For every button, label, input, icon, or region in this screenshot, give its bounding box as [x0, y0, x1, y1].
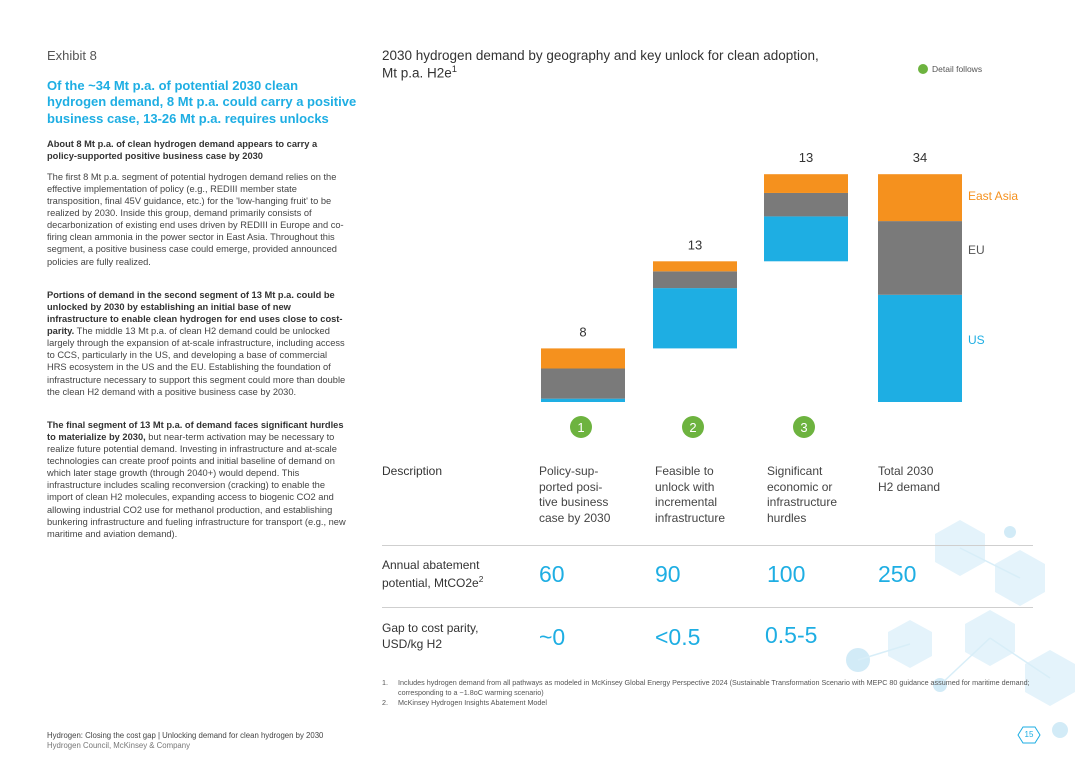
legend-detail-follows: Detail follows [918, 64, 982, 74]
headline: Of the ~34 Mt p.a. of potential 2030 cle… [47, 78, 357, 126]
description-line: incremental [655, 495, 718, 510]
abatement-footnote-ref: 2 [478, 573, 484, 584]
bar-us-2 [653, 288, 737, 349]
chart-title-line-1: 2030 hydrogen demand by geography and ke… [382, 48, 819, 63]
bar-eu-3 [764, 192, 848, 217]
body-paragraph-1: The first 8 Mt p.a. segment of potential… [47, 172, 344, 267]
body-paragraph-2-rest: The middle 13 Mt p.a. of clean H2 demand… [47, 326, 346, 397]
divider [382, 607, 1033, 608]
gap-value: 0.5-5 [765, 622, 818, 648]
badge-circle-icon [682, 416, 704, 438]
waterfall-chart: 8 13 13 34 1 2 3 East Asia EU US [541, 150, 1018, 438]
bar-total-label: 8 [579, 324, 586, 339]
chart-title: 2030 hydrogen demand by geography and ke… [382, 48, 819, 81]
bar-east-asia-2 [653, 261, 737, 272]
bar-total-label: 13 [799, 150, 813, 165]
footnote-number: 1. [382, 678, 388, 687]
chart-title-line-2: Mt p.a. H2e [382, 65, 452, 81]
badge-circle-icon [793, 416, 815, 438]
description-2: Feasible to unlock with incremental infr… [655, 464, 755, 526]
body-paragraph-3-bold: The final segment of 13 Mt p.a. of deman… [47, 420, 344, 443]
description-line: tive business [539, 495, 609, 510]
abatement-value: 90 [655, 561, 681, 587]
legend-eu: EU [968, 243, 985, 257]
page-hexagon-icon [1017, 726, 1041, 744]
description-line: unlock with [655, 479, 715, 494]
footer-source: Hydrogen Council, McKinsey & Company [47, 741, 191, 751]
description-line: ported posi- [539, 479, 603, 494]
badge-circle-icon [570, 416, 592, 438]
body-paragraph-2-bold: Portions of demand in the second segment… [47, 290, 343, 337]
bar-eu-4 [878, 221, 962, 295]
green-dot-icon [918, 64, 928, 74]
bar-us-1 [541, 398, 625, 402]
lead-paragraph: About 8 Mt p.a. of clean hydrogen demand… [47, 139, 318, 162]
description-1: Policy-sup- ported posi- tive business c… [539, 464, 639, 526]
exhibit-label: Exhibit 8 [47, 48, 97, 63]
bar-us-4 [878, 294, 962, 402]
abatement-value: 100 [767, 561, 806, 587]
footnotes: 1. Includes hydrogen demand from all pat… [382, 678, 1042, 708]
badge-number: 2 [689, 420, 696, 435]
footer: Hydrogen: Closing the cost gap | Unlocki… [47, 731, 323, 751]
description-line: Total 2030 [878, 464, 934, 478]
body-paragraph-3: The final segment of 13 Mt p.a. of deman… [47, 419, 347, 540]
hexagon-decoration-icon [846, 520, 1075, 738]
body-paragraph-3-rest: but near-term activation may be necessar… [47, 432, 346, 539]
bar-us-3 [764, 216, 848, 262]
gap-value: <0.5 [655, 624, 701, 650]
description-line: hurdles [767, 510, 807, 525]
page-number: 15 [1024, 730, 1034, 739]
description-4: Total 2030 H2 demand [878, 464, 978, 495]
body-paragraph-2: Portions of demand in the second segment… [47, 289, 347, 398]
badge-number: 3 [800, 420, 807, 435]
gap-value: ~0 [539, 624, 566, 650]
footnote: 1. Includes hydrogen demand from all pat… [382, 678, 1042, 698]
footnote: 2. McKinsey Hydrogen Insights Abatement … [382, 698, 1042, 708]
description-line: economic or [767, 479, 833, 494]
gap-row-label: Gap to cost parity, USD/kg H2 [382, 621, 479, 652]
abatement-label-line-2: potential, MtCO2e [382, 575, 479, 590]
divider [382, 545, 1033, 546]
bar-total-label: 13 [688, 237, 702, 252]
description-line: Significant [767, 464, 823, 478]
description-row-label: Description [382, 464, 443, 478]
description-line: H2 demand [878, 479, 941, 494]
badge-number: 1 [577, 420, 584, 435]
legend-east-asia: East Asia [968, 189, 1018, 203]
chart-title-footnote-ref: 1 [451, 63, 458, 75]
bar-east-asia-3 [764, 174, 848, 193]
legend-us: US [968, 333, 985, 347]
bar-eu-1 [541, 368, 625, 399]
description-line: Policy-sup- [539, 464, 599, 478]
gap-label-line-1: Gap to cost parity, [382, 621, 479, 635]
abatement-value: 250 [878, 561, 917, 587]
footer-title: Hydrogen: Closing the cost gap | Unlocki… [47, 731, 324, 740]
gap-label-line-2: USD/kg H2 [382, 636, 443, 651]
bar-total-label: 34 [913, 150, 927, 165]
footnote-number: 2. [382, 698, 388, 708]
description-line: infrastructure [767, 495, 838, 510]
footnote-text: McKinsey Hydrogen Insights Abatement Mod… [398, 698, 548, 708]
legend-detail-label: Detail follows [932, 64, 983, 74]
description-3: Significant economic or infrastructure h… [767, 464, 867, 526]
bar-eu-2 [653, 271, 737, 289]
description-line: infrastructure [655, 510, 726, 525]
footnote-text: Includes hydrogen demand from all pathwa… [398, 678, 1030, 698]
bar-east-asia-1 [541, 348, 625, 369]
bar-east-asia-4 [878, 174, 962, 222]
abatement-value: 60 [539, 561, 565, 587]
abatement-row-label: Annual abatement potential, MtCO2e2 [382, 558, 483, 591]
abatement-label-line-1: Annual abatement [382, 558, 480, 572]
description-line: case by 2030 [539, 510, 611, 525]
description-line: Feasible to [655, 464, 714, 478]
